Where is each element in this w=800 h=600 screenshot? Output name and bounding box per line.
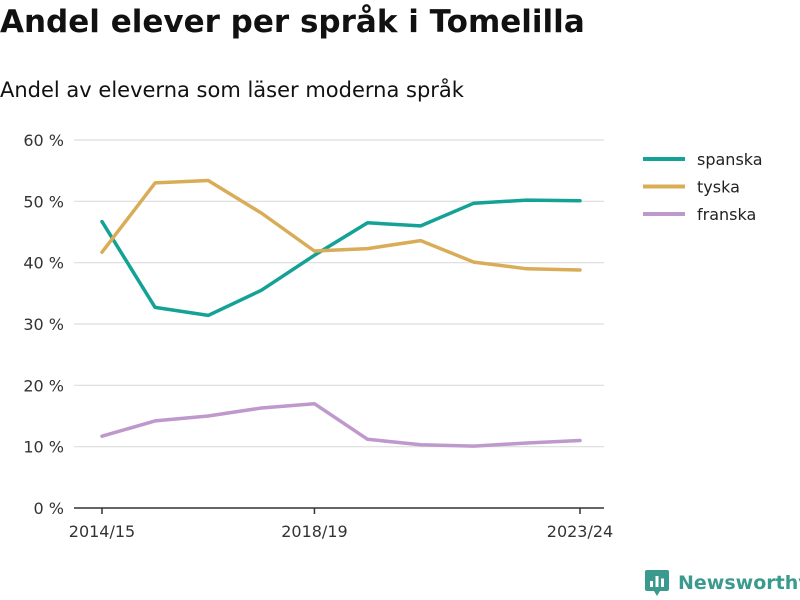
axes: 0 % 10 % 20 % 30 % 40 % 50 % 60 % 2014/15 2018/1…: [23, 131, 613, 541]
series-line-spanska: [100, 198, 582, 318]
newsworthy-bar-chart-icon: [645, 570, 669, 596]
x-tick-label: 2023/24: [547, 522, 613, 541]
y-tick-label: 10 %: [23, 438, 64, 457]
y-tick-label: 20 %: [23, 376, 64, 395]
series-line-tyska: [100, 178, 582, 272]
series-lines: [100, 178, 582, 448]
brand-name: Newsworthy: [678, 572, 800, 594]
x-tick-label: 2014/15: [69, 522, 135, 541]
y-tick-label: 60 %: [23, 131, 64, 150]
y-tick-label: 40 %: [23, 254, 64, 273]
y-tick-label: 50 %: [23, 192, 64, 211]
chart-title: Andel elever per språk i Tomelilla: [0, 4, 585, 40]
legend-label-tyska: tyska: [697, 178, 740, 197]
chart-subtitle: Andel av eleverna som läser moderna språ…: [0, 78, 464, 102]
legend-label-franska: franska: [697, 205, 756, 224]
series-line-franska: [100, 401, 582, 448]
y-tick-label: 30 %: [23, 315, 64, 334]
x-tick-label: 2018/19: [281, 522, 347, 541]
newsworthy-logo: Newsworthy: [644, 568, 800, 598]
legend-label-spanska: spanska: [697, 150, 763, 169]
legend: spanska tyska franska: [643, 150, 763, 224]
grid-lines: [74, 139, 604, 448]
y-tick-label: 0 %: [34, 499, 64, 518]
